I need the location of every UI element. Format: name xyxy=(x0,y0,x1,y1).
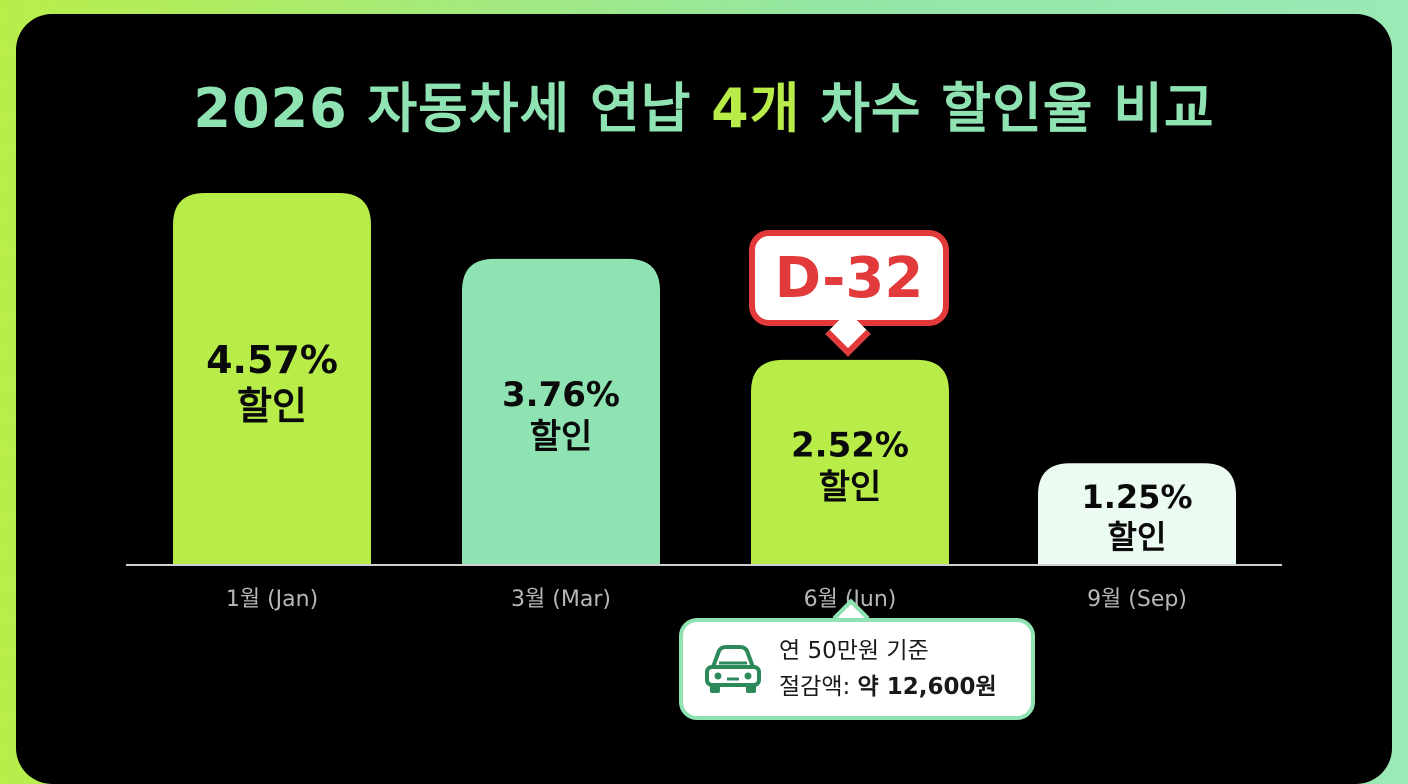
bar-suffix-label: 할인 xyxy=(819,467,882,507)
bar-3 xyxy=(751,359,949,565)
bar-value-label: 4.57% xyxy=(206,338,338,382)
bar-value-label: 1.25% xyxy=(1081,478,1192,516)
x-tick-label: 1월 (Jan) xyxy=(226,587,318,612)
bar-suffix-label: 할인 xyxy=(1108,518,1167,556)
savings-basis: 연 50만원 기준 xyxy=(779,638,929,664)
bar-4 xyxy=(1038,463,1236,565)
bar-value-label: 3.76% xyxy=(502,375,620,415)
bar-1 xyxy=(173,193,371,565)
x-tick-label: 9월 (Sep) xyxy=(1087,587,1187,612)
car-icon xyxy=(705,645,761,693)
savings-amount: 약 12,600원 xyxy=(857,674,997,700)
bar-suffix-label: 할인 xyxy=(237,384,307,428)
savings-amount-line: 절감액: 약 12,600원 xyxy=(779,674,997,700)
chart-title: 2026 자동차세 연납 4개 차수 할인율 비교 xyxy=(193,77,1215,140)
savings-text: 연 50만원 기준 절감액: 약 12,600원 xyxy=(779,633,997,705)
x-tick-label: 3월 (Mar) xyxy=(511,587,611,612)
bar-suffix-label: 할인 xyxy=(530,417,593,457)
bar-value-label: 2.52% xyxy=(791,425,909,465)
bar-2 xyxy=(462,258,660,565)
bar-chart: 4.57%할인 3.76%할인 2.52%할인 1.25%할인 1월 (Jan) 3월 … xyxy=(126,193,1282,612)
savings-callout: 연 50만원 기준 절감액: 약 12,600원 xyxy=(679,618,1035,720)
